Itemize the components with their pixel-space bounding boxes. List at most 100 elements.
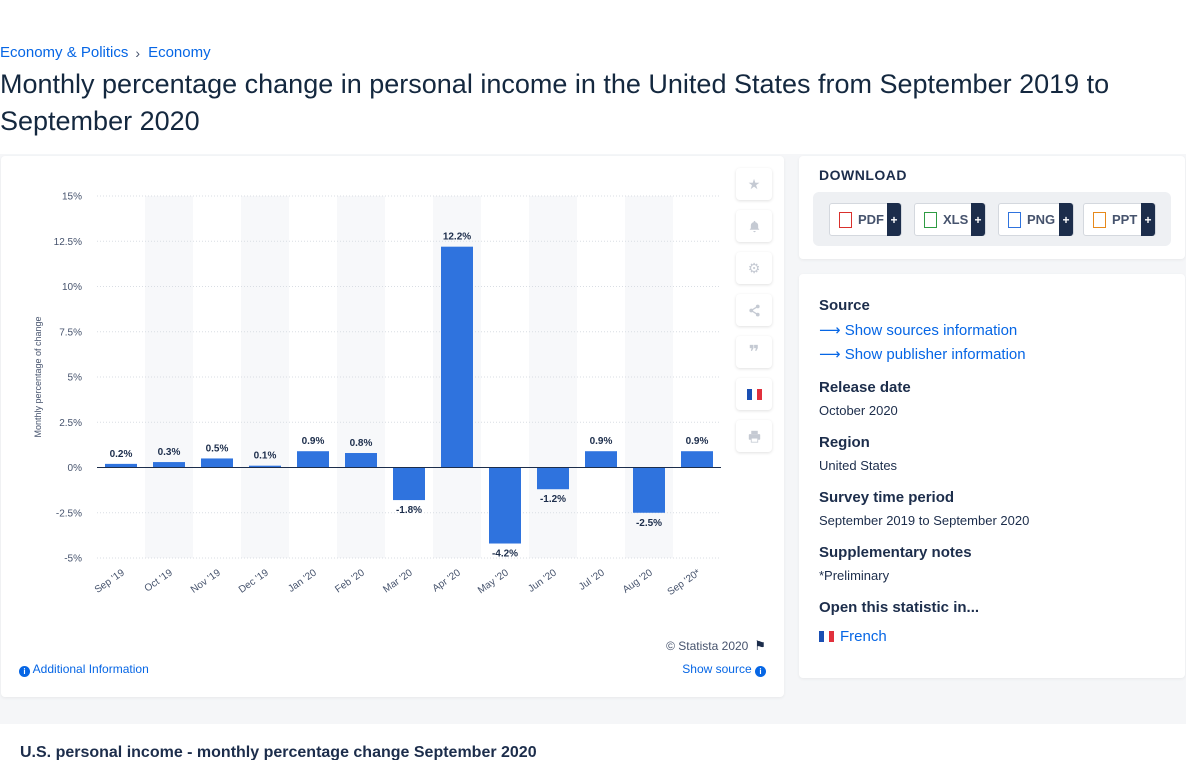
pdf-file-icon: [839, 211, 852, 228]
gear-icon: ⚙: [747, 259, 761, 276]
x-tick-label: Aug '20: [621, 567, 655, 596]
bell-icon: [749, 220, 759, 232]
download-xls-button[interactable]: XLS +: [914, 203, 986, 236]
show-publisher-label: Show publisher information: [844, 346, 1026, 363]
bar: [345, 453, 377, 468]
show-source-label: Show source: [682, 662, 752, 676]
data-label: 0.2%: [110, 449, 133, 460]
bar-chart: 15% 12.5% 10% 7.5% 5% 2.5% 0% -2.5% -5% Monthly p…: [33, 192, 721, 598]
plus-icon[interactable]: +: [1141, 203, 1155, 236]
bar: [489, 467, 521, 544]
page-header: Economy & Politics › Economy Monthly per…: [0, 36, 1186, 154]
plus-icon[interactable]: +: [971, 203, 985, 236]
breadcrumb-economy[interactable]: Economy: [148, 44, 211, 61]
download-png-button[interactable]: PNG +: [998, 203, 1074, 236]
print-icon: [748, 430, 760, 443]
x-tick-label: Mar '20: [381, 567, 415, 595]
bar: [633, 467, 665, 513]
region-value: United States: [819, 458, 898, 473]
plus-icon[interactable]: +: [1059, 203, 1073, 236]
png-file-icon: [1008, 211, 1021, 228]
y-tick-label: -2.5%: [56, 508, 82, 519]
ppt-file-icon: [1093, 211, 1106, 228]
data-label: -2.5%: [636, 518, 662, 529]
x-tick-label: Nov '19: [189, 567, 223, 596]
xls-file-icon: [924, 211, 937, 228]
download-panel: PDF + XLS + PNG + PPT +: [813, 192, 1171, 246]
x-tick-label: Sep '20*: [666, 567, 703, 598]
info-icon: i: [19, 666, 30, 677]
additional-information-link[interactable]: i Additional Information: [19, 662, 149, 677]
x-tick-label: Sep '19: [93, 567, 127, 596]
plus-icon[interactable]: +: [887, 203, 901, 236]
french-flag-icon: [819, 631, 834, 642]
favorite-button[interactable]: ★: [736, 168, 772, 200]
download-card: DOWNLOAD PDF + XLS + PNG + PPT +: [799, 156, 1185, 259]
settings-button[interactable]: ⚙: [736, 252, 772, 284]
download-pdf-label: PDF: [858, 212, 884, 227]
flag-icon[interactable]: ⚑: [754, 638, 766, 653]
bar: [585, 451, 617, 468]
data-label: 0.5%: [206, 443, 229, 454]
y-tick-label: 7.5%: [59, 327, 82, 338]
data-label: 0.9%: [302, 436, 325, 447]
release-date-heading: Release date: [819, 379, 911, 396]
y-tick-label: -5%: [64, 554, 82, 565]
supplementary-notes-heading: Supplementary notes: [819, 544, 972, 561]
release-date-value: October 2020: [819, 403, 898, 418]
bar: [441, 246, 473, 468]
download-title: DOWNLOAD: [819, 167, 907, 183]
open-in-french-link[interactable]: French: [819, 628, 887, 645]
bar: [153, 462, 185, 468]
y-tick-label: 10%: [62, 282, 82, 293]
download-pdf-button[interactable]: PDF +: [829, 203, 902, 236]
chart-toolbar: ★ ⚙ ❞: [736, 168, 772, 462]
top-bar: [0, 0, 1186, 36]
bar: [201, 458, 233, 468]
x-tick-label: Dec '19: [237, 567, 271, 596]
share-icon: [748, 304, 760, 316]
bar: [249, 465, 281, 468]
data-label: 0.1%: [254, 451, 277, 462]
bar: [393, 467, 425, 501]
star-icon: ★: [747, 175, 761, 192]
download-ppt-button[interactable]: PPT +: [1083, 203, 1156, 236]
language-button[interactable]: [736, 378, 772, 410]
show-publisher-link[interactable]: ⟶ Show publisher information: [819, 345, 1026, 363]
x-tick-label: May '20: [476, 567, 511, 596]
additional-information-label: Additional Information: [32, 662, 149, 676]
data-label: 0.3%: [158, 447, 181, 458]
notification-button[interactable]: [736, 210, 772, 242]
breadcrumb-economy-politics[interactable]: Economy & Politics: [0, 44, 129, 61]
show-sources-link[interactable]: ⟶ Show sources information: [819, 321, 1017, 339]
info-icon: i: [755, 666, 766, 677]
supplementary-notes-value: *Preliminary: [819, 568, 890, 583]
quote-icon: ❞: [748, 341, 760, 362]
share-button[interactable]: [736, 294, 772, 326]
page-title: Monthly percentage change in personal in…: [0, 69, 1110, 136]
arrow-right-icon: ⟶: [819, 322, 841, 339]
open-in-french-label: French: [840, 628, 887, 645]
region-heading: Region: [819, 434, 870, 451]
bar: [297, 451, 329, 468]
y-tick-label: 5%: [68, 373, 83, 384]
x-tick-label: Oct '19: [143, 567, 175, 594]
bar: [537, 467, 569, 490]
cite-button[interactable]: ❞: [736, 336, 772, 368]
copyright-text: © Statista 2020: [666, 639, 749, 653]
y-tick-label: 0%: [68, 463, 83, 474]
download-png-label: PNG: [1027, 212, 1056, 227]
print-button[interactable]: [736, 420, 772, 452]
y-tick-label: 12.5%: [54, 237, 82, 248]
related-statistic-card: U.S. personal income - monthly percentag…: [0, 724, 1186, 760]
y-tick-label: 15%: [62, 192, 82, 203]
show-source-link[interactable]: Show source i: [682, 662, 766, 677]
download-ppt-label: PPT: [1112, 212, 1138, 227]
download-xls-label: XLS: [943, 212, 969, 227]
source-heading: Source: [819, 297, 870, 314]
data-label: 0.8%: [350, 438, 373, 449]
data-label: -4.2%: [492, 549, 518, 560]
y-tick-label: 2.5%: [59, 418, 82, 429]
related-statistic-title: U.S. personal income - monthly percentag…: [20, 744, 537, 760]
data-label: 0.9%: [686, 436, 709, 447]
